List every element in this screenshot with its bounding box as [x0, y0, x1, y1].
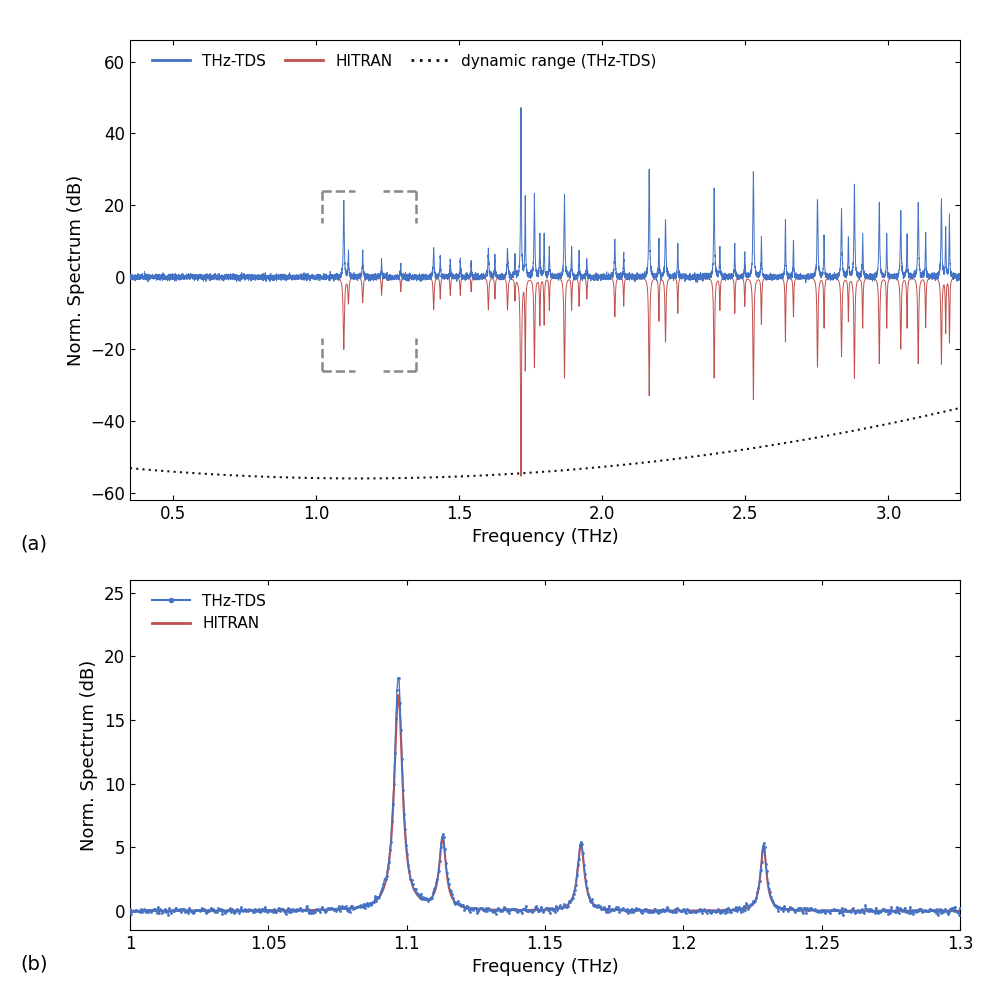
Y-axis label: Norm. Spectrum (dB): Norm. Spectrum (dB)	[67, 174, 85, 366]
X-axis label: Frequency (THz): Frequency (THz)	[472, 528, 618, 546]
X-axis label: Frequency (THz): Frequency (THz)	[472, 958, 618, 976]
Legend: THz-TDS, HITRAN, dynamic range (THz-TDS): THz-TDS, HITRAN, dynamic range (THz-TDS)	[146, 48, 662, 75]
Legend: THz-TDS, HITRAN: THz-TDS, HITRAN	[146, 588, 272, 638]
Text: (b): (b)	[20, 955, 48, 974]
Y-axis label: Norm. Spectrum (dB): Norm. Spectrum (dB)	[80, 659, 98, 851]
Text: (a): (a)	[20, 535, 47, 554]
